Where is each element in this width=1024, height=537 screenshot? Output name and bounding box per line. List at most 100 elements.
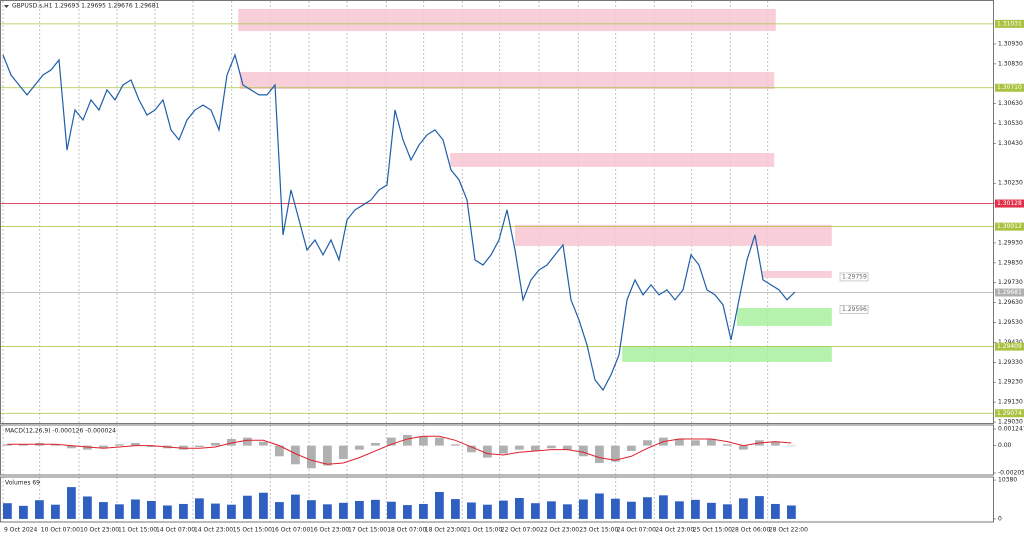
bar bbox=[611, 498, 620, 519]
bar bbox=[3, 444, 12, 446]
bar bbox=[227, 438, 236, 446]
bar bbox=[643, 497, 652, 519]
bar bbox=[787, 445, 796, 447]
pane-title: Volumes 69 bbox=[5, 480, 40, 487]
volume-frame bbox=[0, 476, 994, 523]
bar bbox=[275, 502, 284, 519]
bar bbox=[483, 504, 492, 519]
bar bbox=[531, 445, 540, 451]
bar bbox=[179, 503, 188, 519]
x-tick-label: 14 Oct 07:00 bbox=[156, 527, 195, 534]
level-tag bbox=[995, 342, 1024, 351]
zone bbox=[239, 72, 775, 89]
menu-icon bbox=[4, 5, 9, 8]
bar bbox=[579, 445, 588, 457]
bar bbox=[499, 445, 508, 454]
bar bbox=[675, 438, 684, 446]
bar bbox=[323, 445, 332, 466]
bar bbox=[515, 445, 524, 450]
x-tick-label: 15 Oct 15:00 bbox=[233, 527, 272, 534]
bar bbox=[771, 503, 780, 519]
bar bbox=[67, 487, 76, 519]
bar bbox=[611, 445, 620, 462]
bar bbox=[195, 498, 204, 519]
bar bbox=[131, 442, 140, 446]
x-tick-label: 14 Oct 23:00 bbox=[194, 527, 233, 534]
y-tick-label: 0.00 bbox=[998, 442, 1012, 449]
y-tick-label: 1.29830 bbox=[998, 259, 1023, 266]
x-tick-label: 10 Oct 23:00 bbox=[80, 527, 119, 534]
level-label: 1.29409 bbox=[997, 343, 1022, 350]
bar bbox=[595, 445, 604, 463]
bar bbox=[515, 497, 524, 519]
bar bbox=[467, 502, 476, 519]
bar bbox=[35, 500, 44, 519]
bar bbox=[163, 505, 172, 519]
bar bbox=[787, 505, 796, 519]
y-tick-label: 1.29530 bbox=[998, 319, 1023, 326]
level-tag bbox=[995, 222, 1024, 231]
bar bbox=[211, 503, 220, 519]
bar bbox=[19, 505, 28, 519]
price-tag-label: 1.29759 bbox=[842, 273, 867, 280]
bar bbox=[259, 441, 268, 446]
x-tick-label: 22 Oct 23:00 bbox=[540, 527, 579, 534]
bar bbox=[115, 504, 124, 519]
macd-frame bbox=[0, 424, 994, 476]
x-tick-label: 16 Oct 23:00 bbox=[310, 527, 349, 534]
bar bbox=[131, 499, 140, 519]
pane-title: MACD(12,26,9) -0.000126 -0.000024 bbox=[5, 428, 116, 435]
bar bbox=[371, 442, 380, 446]
bar bbox=[291, 494, 300, 519]
bar bbox=[99, 502, 108, 519]
y-tick-label: 1.30530 bbox=[998, 120, 1023, 127]
bar bbox=[291, 445, 300, 465]
y-tick-label: 1.30630 bbox=[998, 100, 1023, 107]
bar bbox=[723, 444, 732, 446]
y-tick-label: 0 bbox=[998, 515, 1002, 522]
price-tag-label: 1.29596 bbox=[842, 306, 867, 313]
bar bbox=[195, 445, 204, 447]
x-tick-label: 11 Oct 15:00 bbox=[118, 527, 157, 534]
y-tick-label: 0.001247 bbox=[998, 425, 1024, 432]
bar bbox=[499, 500, 508, 519]
bar bbox=[275, 445, 284, 457]
x-tick-label: 25 Oct 15:00 bbox=[693, 527, 732, 534]
y-tick-label: 10380 bbox=[998, 477, 1017, 484]
bar bbox=[403, 434, 412, 446]
bar bbox=[3, 503, 12, 519]
x-tick-label: 24 Oct 07:00 bbox=[617, 527, 656, 534]
bar bbox=[643, 440, 652, 446]
zone bbox=[762, 270, 832, 278]
bar bbox=[707, 502, 716, 519]
level-tag bbox=[995, 288, 1024, 297]
signal-line bbox=[7, 435, 792, 465]
x-tick-label: 28 Oct 06:00 bbox=[731, 527, 770, 534]
bar bbox=[627, 445, 636, 451]
bar bbox=[83, 496, 92, 519]
bar bbox=[675, 501, 684, 519]
bar bbox=[547, 501, 556, 519]
bar bbox=[579, 499, 588, 519]
bar bbox=[243, 437, 252, 446]
bar bbox=[435, 491, 444, 519]
bar bbox=[483, 445, 492, 458]
x-tick-label: 23 Oct 15:00 bbox=[579, 527, 618, 534]
x-tick-label: 21 Oct 15:00 bbox=[463, 527, 502, 534]
y-tick-label: 1.29230 bbox=[998, 379, 1023, 386]
y-tick-label: 1.30830 bbox=[998, 60, 1023, 67]
zone bbox=[515, 224, 832, 246]
bar bbox=[723, 504, 732, 519]
bar bbox=[99, 445, 108, 449]
bar bbox=[467, 445, 476, 453]
bar bbox=[371, 499, 380, 519]
bar bbox=[563, 445, 572, 450]
level-label: 1.29681 bbox=[997, 289, 1022, 296]
level-tag bbox=[995, 409, 1024, 418]
price-line bbox=[2, 53, 796, 392]
bar bbox=[67, 445, 76, 449]
bar bbox=[739, 445, 748, 450]
bar bbox=[547, 445, 556, 449]
main-frame bbox=[0, 0, 994, 424]
bar bbox=[755, 496, 764, 519]
